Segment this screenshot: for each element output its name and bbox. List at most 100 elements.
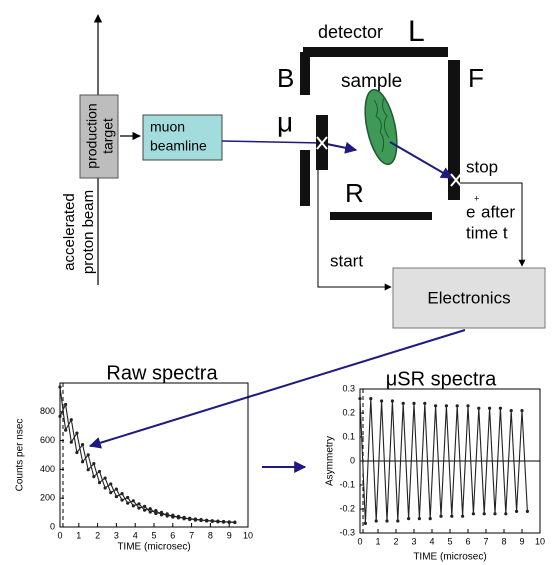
data-line bbox=[59, 402, 235, 523]
data-point bbox=[114, 487, 118, 491]
data-point bbox=[455, 404, 459, 408]
data-point bbox=[159, 513, 164, 517]
x-tick-label: 0 bbox=[357, 536, 362, 546]
target-label: target bbox=[100, 118, 116, 154]
data-point bbox=[358, 397, 362, 401]
data-point bbox=[210, 519, 214, 523]
data-point bbox=[97, 481, 102, 485]
data-point bbox=[428, 517, 432, 521]
data-point bbox=[137, 502, 141, 506]
positron-label: e bbox=[466, 202, 475, 221]
y-tick-label: 800 bbox=[40, 406, 55, 416]
data-point bbox=[477, 406, 481, 410]
detector-F bbox=[448, 60, 460, 200]
data-point bbox=[103, 476, 107, 480]
sample-texture bbox=[373, 97, 390, 153]
x-axis-title: TIME (microsec) bbox=[413, 552, 486, 563]
muon-beamline-box bbox=[142, 114, 223, 161]
data-point bbox=[471, 512, 475, 516]
data-line bbox=[59, 386, 235, 524]
cross bbox=[450, 173, 462, 187]
data-point bbox=[92, 475, 96, 479]
data-point bbox=[103, 486, 107, 490]
x-tick-label: 7 bbox=[189, 530, 194, 540]
data-point bbox=[193, 518, 197, 522]
positron-path bbox=[389, 141, 454, 179]
x-tick-label: 8 bbox=[501, 536, 506, 546]
data-point bbox=[126, 495, 130, 500]
y-tick-label: 0 bbox=[50, 521, 55, 531]
detector-letter: F bbox=[468, 63, 484, 93]
data-point bbox=[390, 399, 394, 403]
electronics-label: Electronics bbox=[427, 288, 510, 307]
data-point bbox=[188, 516, 192, 520]
detector-B bbox=[300, 52, 310, 95]
data-point bbox=[131, 504, 135, 508]
x-tick-label: 2 bbox=[95, 530, 100, 540]
x-tick-label: 5 bbox=[447, 536, 452, 546]
y-tick-label: -0.2 bbox=[339, 503, 355, 513]
x-tick-label: 6 bbox=[465, 536, 470, 546]
data-point bbox=[461, 514, 465, 518]
x-tick-label: 3 bbox=[411, 536, 416, 546]
data-point bbox=[131, 499, 135, 503]
detector-label: detector bbox=[318, 22, 383, 42]
x-axis-title: TIME (microsec) bbox=[117, 542, 190, 553]
data-point bbox=[58, 385, 62, 389]
data-point bbox=[509, 409, 513, 413]
stop-label: stop bbox=[466, 157, 498, 176]
data-point bbox=[488, 406, 492, 410]
data-point bbox=[120, 498, 124, 502]
data-point bbox=[120, 491, 124, 496]
detector-letter: R bbox=[345, 178, 364, 208]
data-point bbox=[199, 517, 203, 522]
x-tick-label: 10 bbox=[243, 530, 253, 540]
x-tick-label: 4 bbox=[429, 536, 434, 546]
chart-title: Raw spectra bbox=[106, 362, 218, 384]
data-point bbox=[86, 468, 90, 472]
data-point bbox=[64, 428, 68, 432]
data-point bbox=[75, 431, 79, 435]
y-tick-label: -0.3 bbox=[339, 527, 355, 537]
data-point bbox=[159, 510, 164, 514]
data-point bbox=[114, 495, 118, 499]
data-point bbox=[92, 462, 96, 466]
data-point bbox=[504, 512, 508, 516]
data-point bbox=[171, 515, 175, 519]
data-point bbox=[227, 520, 231, 524]
data-point bbox=[423, 401, 427, 405]
x-tick-label: 3 bbox=[114, 530, 119, 540]
start-wire bbox=[317, 170, 392, 291]
output-arrow bbox=[88, 329, 466, 449]
data-point bbox=[154, 511, 158, 516]
data-point bbox=[401, 401, 405, 405]
x-tick-label: 0 bbox=[57, 530, 62, 540]
y-tick-label: 600 bbox=[40, 435, 55, 445]
data-point bbox=[466, 404, 470, 408]
data-point bbox=[154, 508, 158, 513]
data-point bbox=[148, 507, 152, 511]
x-tick-label: 8 bbox=[208, 530, 213, 540]
data-point bbox=[205, 519, 209, 523]
after-label: after bbox=[481, 202, 515, 221]
y-tick-label: 0.1 bbox=[342, 431, 355, 441]
muon-path bbox=[221, 140, 323, 144]
y-axis-title: Counts per nsec bbox=[15, 419, 26, 492]
data-point bbox=[434, 404, 438, 408]
cross bbox=[316, 136, 328, 150]
beam-label: accelerated bbox=[61, 193, 78, 271]
x-tick-label: 6 bbox=[170, 530, 175, 540]
data-point bbox=[86, 453, 90, 457]
data-point bbox=[182, 517, 186, 521]
data-point bbox=[520, 409, 524, 413]
detector-B bbox=[300, 150, 310, 206]
data-point bbox=[412, 401, 416, 405]
data-line bbox=[359, 398, 528, 524]
x-tick-label: 9 bbox=[519, 536, 524, 546]
data-point bbox=[109, 482, 113, 486]
detector-letter: B bbox=[277, 63, 294, 93]
detector-R bbox=[330, 212, 432, 220]
detector-L bbox=[303, 47, 448, 57]
data-point bbox=[515, 509, 519, 513]
